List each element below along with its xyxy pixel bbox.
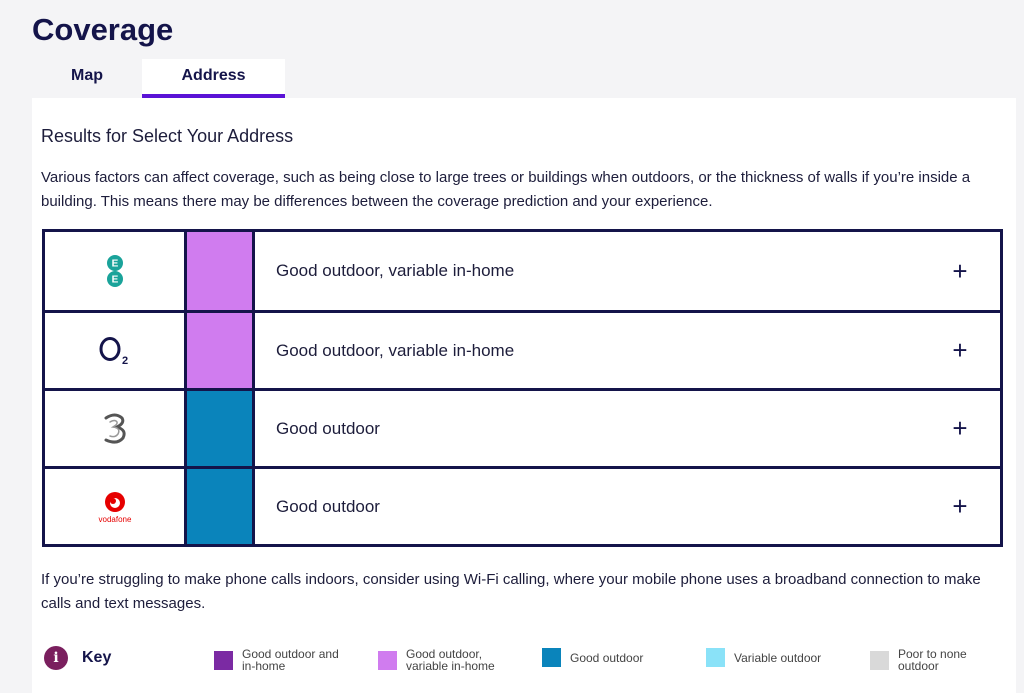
coverage-status: Good outdoor — [276, 418, 380, 438]
svg-text:2: 2 — [121, 355, 127, 366]
operator-row-vodafone[interactable]: vodafone Good outdoor + — [45, 466, 1000, 544]
page-title: Coverage — [32, 12, 174, 47]
svg-text:E: E — [111, 275, 118, 286]
tab-address[interactable]: Address — [142, 59, 285, 98]
coverage-key: i Key Good outdoor and in-home Good outdo… — [44, 646, 994, 674]
intro-text: Various factors can affect coverage, suc… — [41, 169, 971, 210]
key-label: Key — [82, 649, 112, 666]
key-swatch — [542, 648, 561, 667]
coverage-status: Good outdoor, variable in-home — [276, 261, 515, 280]
key-item: Variable outdoor — [706, 648, 821, 667]
svg-text:vodafone: vodafone — [98, 515, 131, 524]
operator-row-three[interactable]: Good outdoor + — [45, 388, 1000, 466]
key-item: Good outdoor — [542, 648, 643, 667]
coverage-swatch — [187, 469, 255, 544]
info-icon[interactable]: i — [44, 646, 68, 670]
o2-logo-icon: 2 — [45, 313, 187, 388]
svg-text:E: E — [111, 259, 118, 270]
expand-button[interactable]: + — [952, 413, 968, 443]
key-swatch — [214, 650, 233, 670]
coverage-status: Good outdoor, variable in-home — [276, 340, 515, 360]
coverage-swatch — [187, 313, 255, 388]
expand-button[interactable]: + — [952, 255, 968, 286]
coverage-status: Good outdoor — [276, 496, 380, 516]
three-logo-icon — [45, 391, 187, 466]
expand-button[interactable]: + — [952, 491, 968, 521]
vodafone-logo-icon: vodafone — [45, 469, 187, 544]
ee-logo-icon: E E — [45, 232, 187, 310]
tab-map[interactable]: Map — [71, 67, 103, 84]
wifi-calling-note: If you’re struggling to make phone calls… — [41, 571, 981, 612]
coverage-table: E E Good outdoor, variable in-home + 2 G… — [42, 229, 1003, 547]
operator-row-ee[interactable]: E E Good outdoor, variable in-home + — [45, 232, 1000, 310]
key-swatch — [378, 650, 397, 670]
key-item: Good outdoor and in-home — [214, 648, 339, 672]
key-swatch — [706, 648, 725, 667]
results-heading: Results for Select Your Address — [41, 126, 294, 146]
key-swatch — [870, 650, 889, 670]
operator-row-o2[interactable]: 2 Good outdoor, variable in-home + — [45, 310, 1000, 388]
key-item: Good outdoor, variable in-home — [378, 648, 495, 672]
results-panel: Results for Select Your Address Various … — [32, 98, 1016, 693]
tab-bar: Map Address — [32, 59, 285, 98]
coverage-swatch — [187, 232, 255, 310]
key-item: Poor to none outdoor — [870, 648, 967, 672]
coverage-swatch — [187, 391, 255, 466]
expand-button[interactable]: + — [952, 335, 968, 365]
